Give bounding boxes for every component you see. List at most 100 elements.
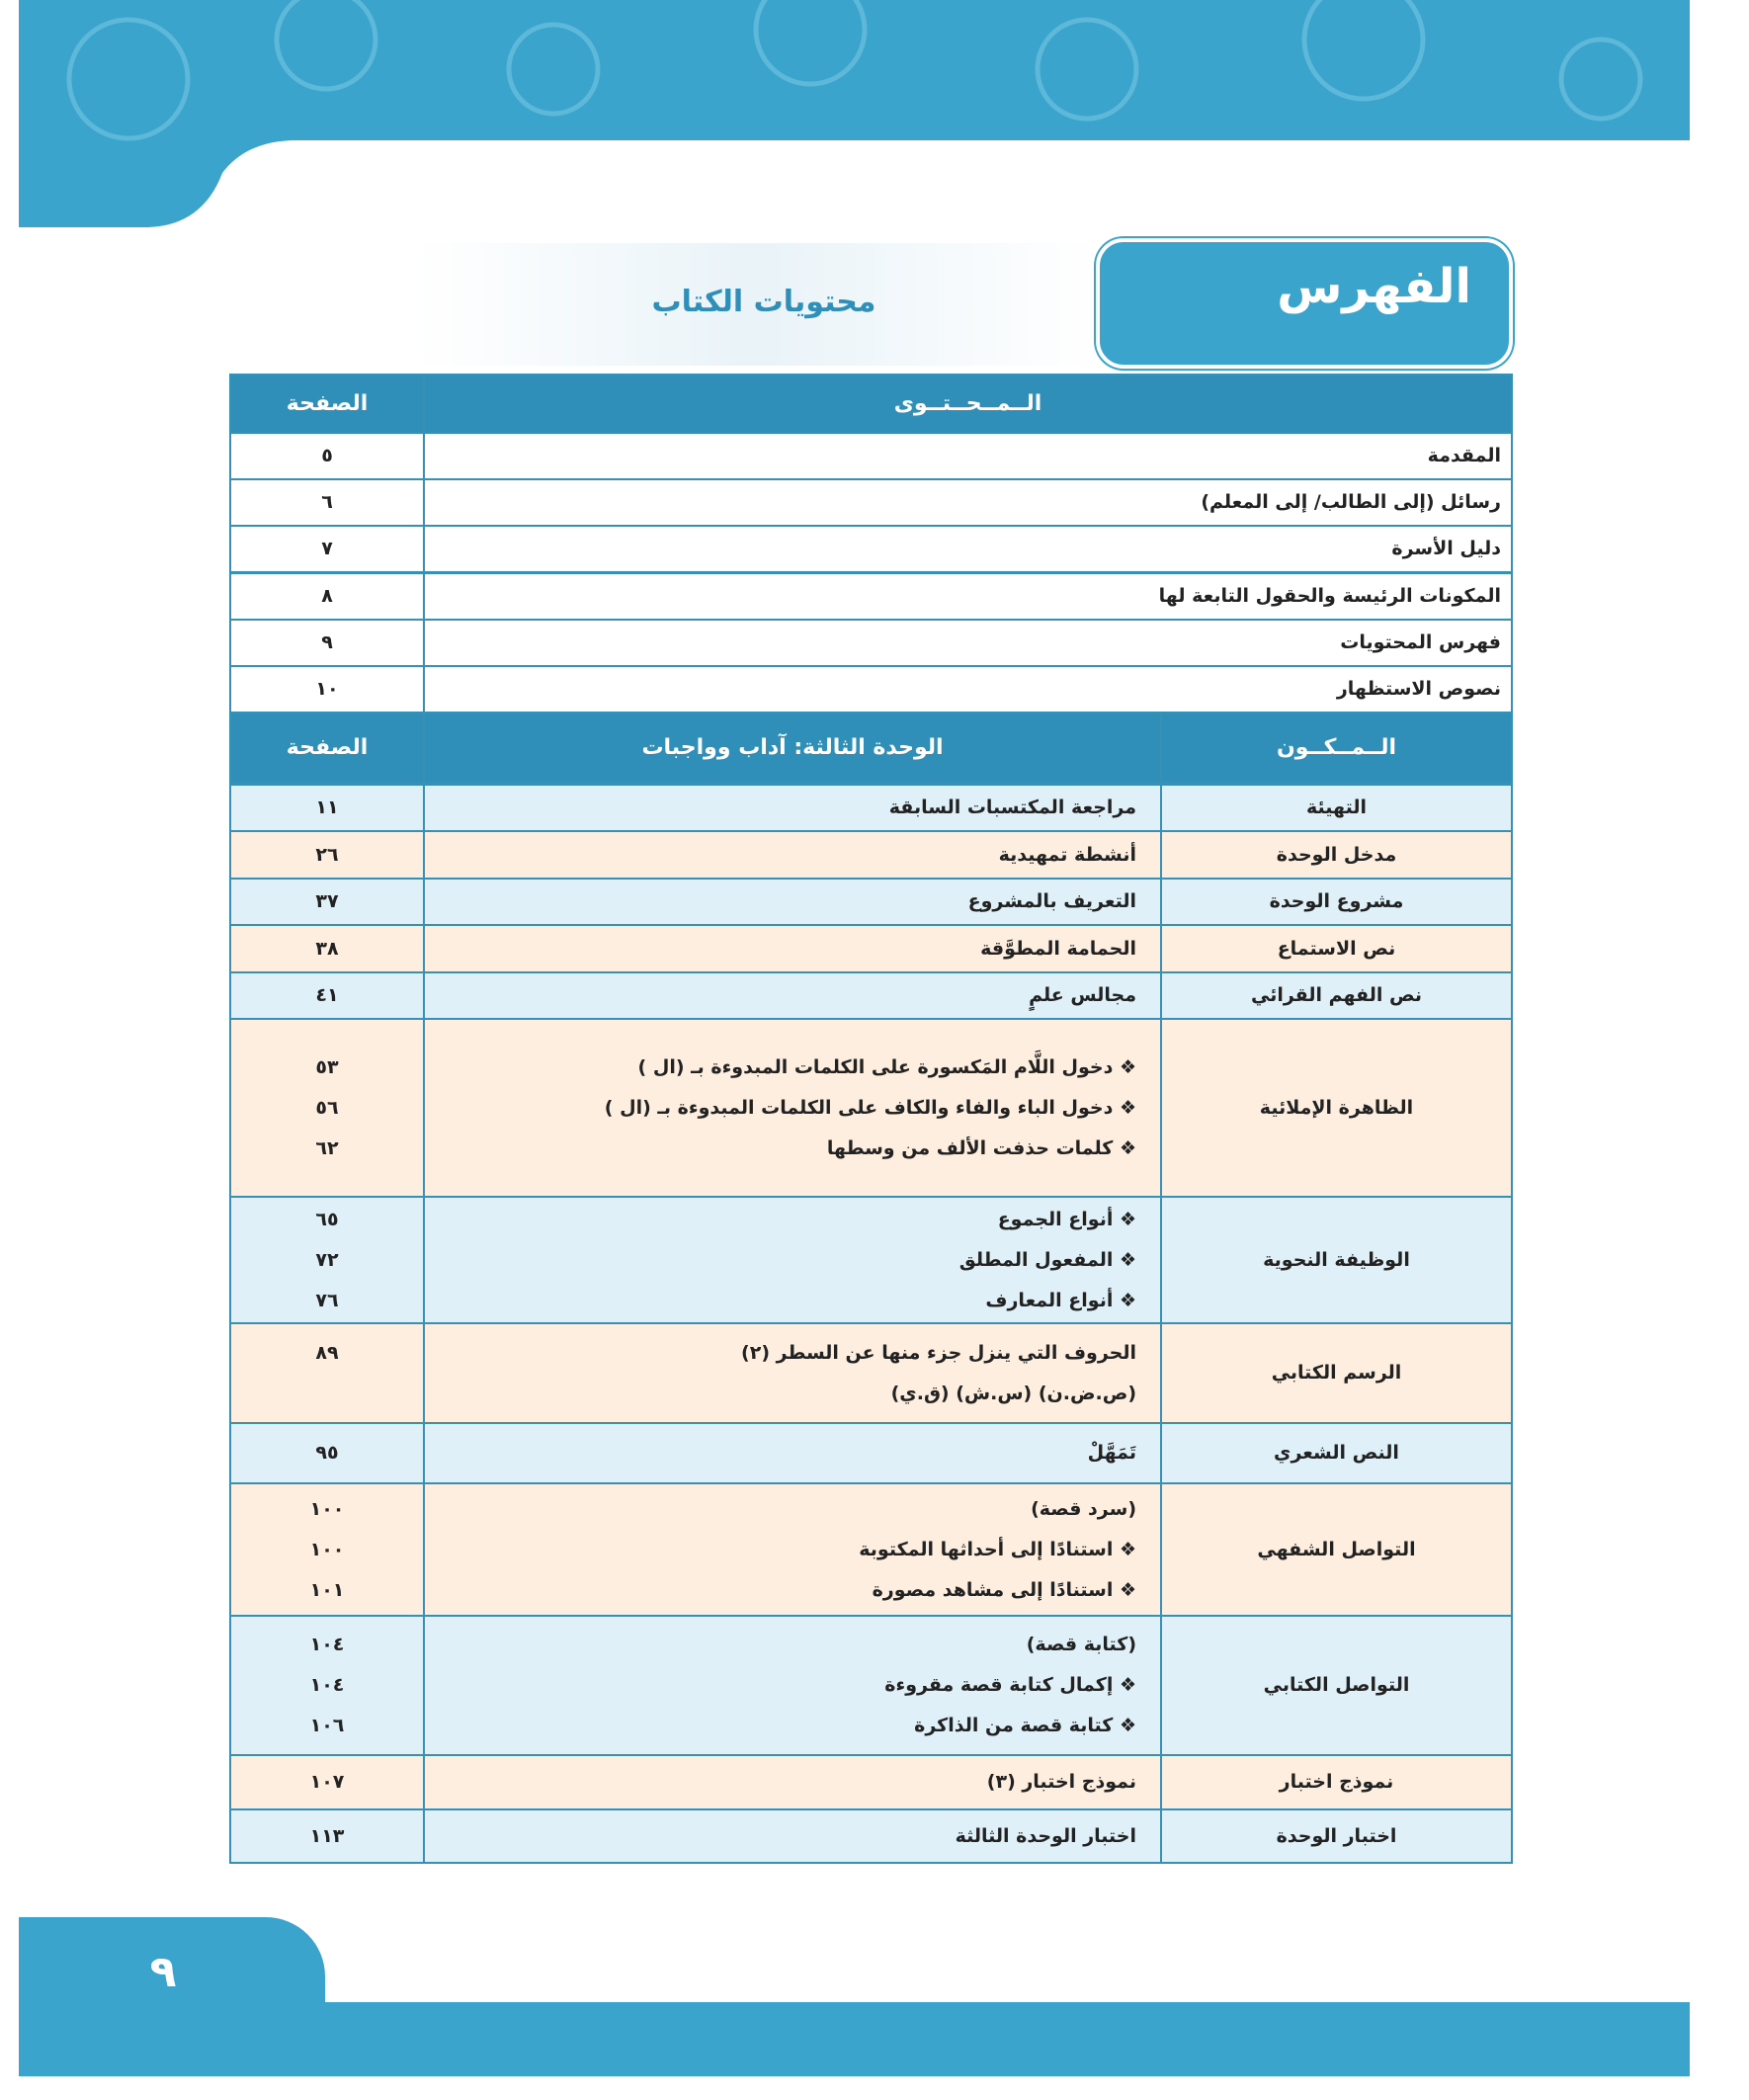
item-text: الحروف التي ينزل جزء منها عن السطر (٢) (741, 1341, 1136, 1364)
component-text: مدخل الوحدة (1276, 843, 1397, 866)
content-cell: دليل الأسرة (423, 525, 1513, 574)
content-text: دليل الأسرة (1391, 538, 1501, 560)
component-text: اختبار الوحدة (1276, 1824, 1397, 1847)
component-cell: نص الفهم القرائي (1160, 971, 1513, 1020)
component-text: الوظيفة النحوية (1263, 1248, 1410, 1271)
page-text: ٥ (321, 445, 333, 466)
page-text (231, 1374, 423, 1414)
column-header: الصفحة (286, 391, 369, 416)
page-cell: ١٠٠ ١٠٠ ١٠١ (229, 1482, 425, 1617)
page-text: ٨٩ (315, 1341, 339, 1364)
component-cell: نص الاستماع (1160, 924, 1513, 973)
page-text: ٣٨ (315, 937, 339, 960)
content-cell: (سرد قصة) ❖ استنادًا إلى أحداثها المكتوبة… (423, 1482, 1162, 1617)
top-banner (19, 0, 1690, 227)
component-text: الرسم الكتابي (1271, 1362, 1402, 1384)
content-cell: رسائل (إلى الطالب/ إلى المعلم) (423, 478, 1513, 528)
content-cell: ❖ أنواع الجموع ❖ المفعول المطلق ❖ أنواع ال… (423, 1196, 1162, 1324)
page-cell: ١٠٧ (229, 1754, 425, 1810)
item-text: (سرد قصة) (1031, 1497, 1136, 1520)
component-text: نموذج اختبار (1279, 1771, 1394, 1793)
component-cell: التواصل الشفهي (1160, 1482, 1513, 1617)
page-text: ٧٢ (315, 1248, 339, 1271)
header-cell: الصفحة (229, 374, 425, 434)
page-text: ٦٥ (315, 1208, 339, 1230)
page-cell: ٣٨ (229, 924, 425, 973)
content-cell: الحروف التي ينزل جزء منها عن السطر (٢) (ص… (423, 1322, 1162, 1424)
page-text: ٦ (321, 491, 333, 514)
item-text: (كتابة قصة) (1026, 1634, 1136, 1655)
item-text: ❖ إكمال كتابة قصة مقروءة (884, 1674, 1136, 1696)
component-cell: نموذج اختبار (1160, 1754, 1513, 1810)
item-text: ❖ دخول الباء والفاء والكاف على الكلمات ا… (604, 1096, 1136, 1119)
page-text: ١٠ (315, 678, 339, 700)
page-text: ٨ (321, 584, 333, 607)
item-text: أنشطة تمهيدية (998, 843, 1136, 866)
page-text: ٢٦ (315, 843, 339, 866)
item-text: مراجعة المكتسبات السابقة (888, 797, 1136, 818)
header-cell: الصفحة (229, 712, 425, 784)
page-cell: ٢٦ (229, 830, 425, 880)
page-cell: ١٠ (229, 665, 425, 714)
page-cell: ٣٧ (229, 878, 425, 926)
component-text: التهيئة (1306, 797, 1367, 818)
content-cell: نموذج اختبار (٣) (423, 1754, 1162, 1810)
component-text: التواصل الشفهي (1257, 1538, 1416, 1560)
content-cell: (كتابة قصة) ❖ إكمال كتابة قصة مقروءة ❖ كتا… (423, 1615, 1162, 1756)
page-text: ١٠٠ (309, 1538, 345, 1560)
page-text: ٧٦ (315, 1289, 339, 1311)
content-cell: اختبار الوحدة الثالثة (423, 1808, 1162, 1864)
page-cell: ١١ (229, 784, 425, 832)
component-cell: مشروع الوحدة (1160, 878, 1513, 926)
item-text: ❖ دخول اللَّام المَكسورة على الكلمات الم… (637, 1055, 1136, 1078)
page-text: ١٠٦ (309, 1715, 345, 1736)
page-text: ٧ (321, 538, 333, 560)
page-cell: ٦٥ ٧٢ ٧٦ (229, 1196, 425, 1324)
content-text: رسائل (إلى الطالب/ إلى المعلم) (1201, 491, 1501, 514)
page-cell: ٥٣ ٥٦ ٦٢ (229, 1018, 425, 1198)
page-text: ٣٧ (315, 890, 339, 912)
content-cell: التعريف بالمشروع (423, 878, 1162, 926)
page-cell: ٧ (229, 525, 425, 574)
item-text: ❖ أنواع الجموع (997, 1208, 1136, 1230)
page-text: ١٠٤ (309, 1674, 345, 1696)
content-cell: تَمَهَّلْ (423, 1422, 1162, 1484)
subtitle-band (415, 243, 1097, 366)
component-cell: اختبار الوحدة (1160, 1808, 1513, 1864)
component-cell: الرسم الكتابي (1160, 1322, 1513, 1424)
component-cell: مدخل الوحدة (1160, 830, 1513, 880)
page-cell: ١٠٤ ١٠٤ ١٠٦ (229, 1615, 425, 1756)
title: الفهرس (1277, 259, 1471, 314)
component-text: نص الفهم القرائي (1250, 984, 1423, 1006)
subtitle: محتويات الكتاب (651, 285, 876, 319)
corner-tab (19, 1917, 325, 2075)
content-cell: المكونات الرئيسة والحقول التابعة لها (423, 571, 1513, 621)
content-cell: مراجعة المكتسبات السابقة (423, 784, 1162, 832)
column-header: الــمــحــتــوى (893, 391, 1042, 416)
header-cell: الوحدة الثالثة: آداب وواجبات (423, 712, 1162, 784)
page-cell: ٤١ (229, 971, 425, 1020)
content-text: المكونات الرئيسة والحقول التابعة لها (1158, 584, 1501, 607)
header-cell: الــمــحــتــوى (423, 374, 1513, 434)
item-text: ❖ استنادًا إلى مشاهد مصورة (872, 1578, 1136, 1601)
item-text: مجالس علمٍ (1029, 984, 1136, 1006)
component-text: التواصل الكتابي (1263, 1674, 1410, 1696)
content-cell: ❖ دخول اللَّام المَكسورة على الكلمات الم… (423, 1018, 1162, 1198)
page-cell: ١١٣ (229, 1808, 425, 1864)
title-box (1096, 238, 1513, 369)
content-text: نصوص الاستظهار (1336, 678, 1501, 700)
content-cell: الحمامة المطوَّقة (423, 924, 1162, 973)
page-text: ٦٢ (315, 1136, 339, 1159)
page-cell: ٩ (229, 618, 425, 667)
component-text: الظاهرة الإملائية (1259, 1096, 1414, 1119)
item-text: ❖ المفعول المطلق (958, 1248, 1136, 1271)
page-cell: ٥ (229, 432, 425, 480)
content-cell: أنشطة تمهيدية (423, 830, 1162, 880)
content-text: المقدمة (1427, 445, 1501, 466)
item-text: التعريف بالمشروع (967, 890, 1136, 912)
page-cell: ٨ (229, 571, 425, 621)
item-text: تَمَهَّلْ (1087, 1442, 1136, 1464)
page-text: ٩ (321, 630, 333, 653)
component-cell: الوظيفة النحوية (1160, 1196, 1513, 1324)
item-text: (ص.ض.ن) (س.ش) (ق.ي) (890, 1382, 1136, 1404)
